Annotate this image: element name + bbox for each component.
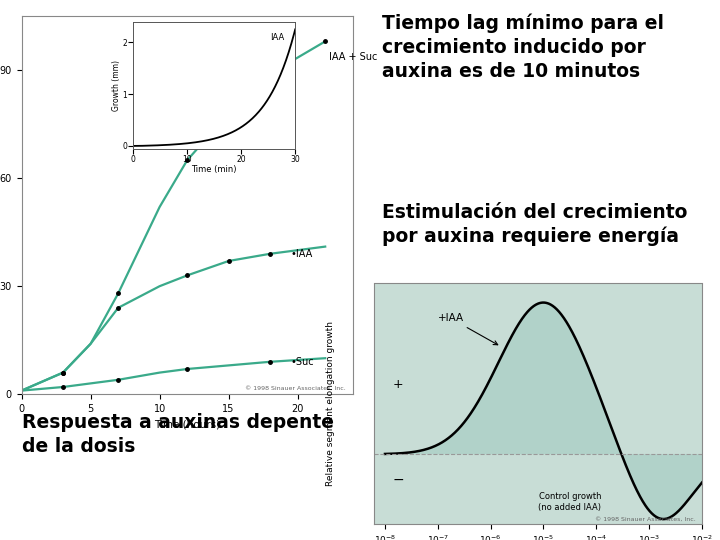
Text: Estimulación del crecimiento: Estimulación del crecimiento — [382, 202, 687, 221]
Y-axis label: Growth (mm): Growth (mm) — [112, 59, 121, 111]
X-axis label: Time (min): Time (min) — [192, 165, 237, 174]
Text: +: + — [393, 378, 403, 391]
Text: •Suc: •Suc — [291, 357, 315, 367]
Text: Respuesta a auxinas depente: Respuesta a auxinas depente — [22, 413, 333, 432]
Text: crecimiento inducido por: crecimiento inducido por — [382, 38, 645, 57]
Text: IAA + Suc: IAA + Suc — [329, 52, 378, 62]
Text: •IAA: •IAA — [291, 249, 313, 259]
Text: de la dosis: de la dosis — [22, 437, 135, 456]
Y-axis label: Relative segment elongation growth: Relative segment elongation growth — [326, 321, 335, 486]
Text: © 1998 Sinauer Associates, Inc.: © 1998 Sinauer Associates, Inc. — [595, 516, 696, 522]
Text: por auxina requiere energía: por auxina requiere energía — [382, 227, 679, 246]
Text: © 1998 Sinauer Associates, Inc.: © 1998 Sinauer Associates, Inc. — [246, 386, 346, 390]
Text: Tiempo lag mínimo para el: Tiempo lag mínimo para el — [382, 14, 664, 33]
Text: Control growth
(no added IAA): Control growth (no added IAA) — [539, 492, 601, 511]
X-axis label: Time (hours): Time (hours) — [154, 420, 220, 429]
Text: auxina es de 10 minutos: auxina es de 10 minutos — [382, 62, 640, 81]
Text: IAA: IAA — [270, 32, 284, 42]
Text: −: − — [393, 472, 405, 487]
Text: +IAA: +IAA — [438, 313, 498, 345]
